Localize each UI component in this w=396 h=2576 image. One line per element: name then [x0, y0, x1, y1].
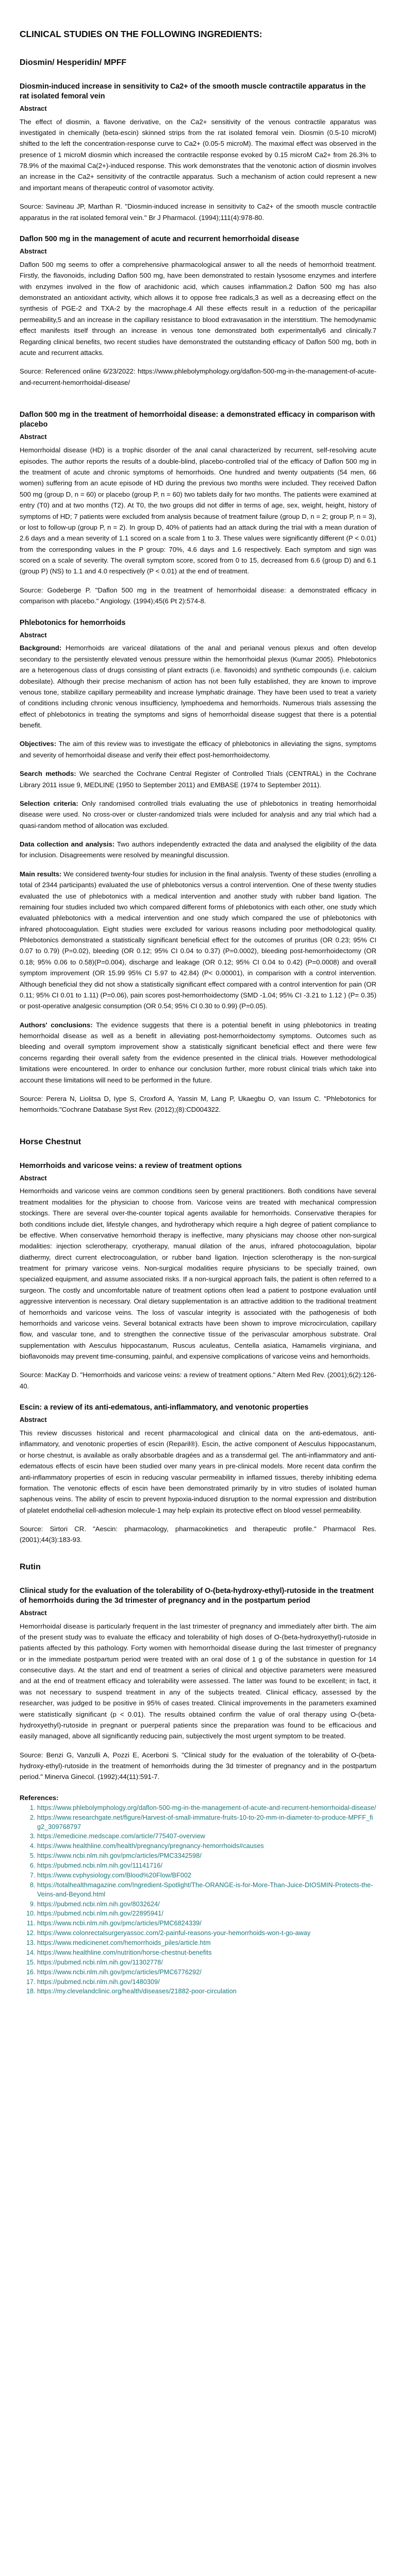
- study-title: Daflon 500 mg in the management of acute…: [20, 234, 300, 243]
- reference-item[interactable]: https://www.medicinenet.com/hemorrhoids_…: [37, 1939, 376, 1948]
- reference-link[interactable]: https://www.phlebolymphology.org/daflon-…: [37, 1804, 376, 1811]
- ingredient-heading-diosmin: Diosmin/ Hesperidin/ MPFF: [20, 58, 127, 67]
- abstract-search-methods: Search methods: We searched the Cochrane…: [20, 768, 376, 790]
- study-abstract: Hemorrhoids and varicose veins are commo…: [20, 1187, 376, 1361]
- references-label: References:: [20, 1793, 59, 1802]
- study-source: Source: Referenced online 6/23/2022: htt…: [20, 367, 376, 386]
- reference-item[interactable]: https://emedicine.medscape.com/article/7…: [37, 1832, 376, 1841]
- rutin-study-block: Clinical study for the evaluation of the…: [20, 1586, 376, 1783]
- reference-item[interactable]: https://www.researchgate.net/figure/Harv…: [37, 1814, 376, 1832]
- study-source: Source: Savineau JP, Marthan R. "Diosmin…: [20, 202, 376, 222]
- reference-item[interactable]: https://pubmed.ncbi.nlm.nih.gov/11141716…: [37, 1861, 376, 1871]
- reference-link[interactable]: https://www.colonrectalsurgeryassoc.com/…: [37, 1929, 311, 1937]
- abstract-main-results: Main results: We considered twenty-four …: [20, 869, 376, 1012]
- abstract-data-collection: Data collection and analysis: Two author…: [20, 839, 376, 861]
- study-abstract: The effect of diosmin, a flavone derivat…: [20, 117, 376, 192]
- ingredient-heading-rutin: Rutin: [20, 1562, 41, 1571]
- reference-link[interactable]: https://pubmed.ncbi.nlm.nih.gov/22895941…: [37, 1910, 163, 1918]
- abstract-label: Abstract: [20, 631, 47, 639]
- study-source: Source: Godeberge P. "Daflon 500 mg in t…: [20, 586, 376, 605]
- study-abstract: Hemorrhoidal disease is particularly fre…: [20, 1622, 376, 1740]
- reference-link[interactable]: https://emedicine.medscape.com/article/7…: [37, 1833, 205, 1840]
- reference-link[interactable]: https://pubmed.ncbi.nlm.nih.gov/1480309/: [37, 1978, 160, 1986]
- abstract-section-text: The aim of this review was to investigat…: [20, 740, 376, 759]
- abstract-section-text: The evidence suggests that there is a po…: [20, 1021, 376, 1084]
- abstract-section-lead: Search methods:: [20, 770, 76, 778]
- reference-item[interactable]: https://pubmed.ncbi.nlm.nih.gov/1480309/: [37, 1978, 376, 1987]
- reference-link[interactable]: https://www.researchgate.net/figure/Harv…: [37, 1814, 373, 1831]
- abstract-section-text: We searched the Cochrane Central Registe…: [20, 770, 377, 789]
- reference-link[interactable]: https://www.healthline.com/nutrition/hor…: [37, 1948, 212, 1956]
- study-title: Phlebotonics for hemorrhoids: [20, 618, 126, 627]
- reference-item[interactable]: https://www.cvphysiology.com/Blood%20Flo…: [37, 1871, 376, 1880]
- study-abstract: Daflon 500 mg seems to offer a comprehen…: [20, 260, 376, 357]
- reference-link[interactable]: https://totalhealthmagazine.com/Ingredie…: [37, 1881, 373, 1898]
- reference-item[interactable]: https://totalhealthmagazine.com/Ingredie…: [37, 1881, 376, 1900]
- abstract-section-lead: Main results:: [20, 870, 62, 878]
- section-spacer: [20, 1127, 376, 1137]
- abstract-label: Abstract: [20, 1608, 47, 1617]
- reference-link[interactable]: https://www.cvphysiology.com/Blood%20Flo…: [37, 1871, 192, 1879]
- abstract-section-text: Only randomised controlled trials evalua…: [20, 799, 377, 829]
- document-page: CLINICAL STUDIES ON THE FOLLOWING INGRED…: [0, 0, 396, 2018]
- reference-item[interactable]: https://www.ncbi.nlm.nih.gov/pmc/article…: [37, 1968, 376, 1977]
- abstract-section-lead: Data collection and analysis:: [20, 840, 115, 849]
- reference-link[interactable]: https://pubmed.ncbi.nlm.nih.gov/8032624/: [37, 1900, 160, 1908]
- reference-link[interactable]: https://www.healthline.com/health/pregna…: [37, 1842, 264, 1850]
- ingredient-heading-horse-chestnut: Horse Chestnut: [20, 1137, 81, 1146]
- reference-item[interactable]: https://pubmed.ncbi.nlm.nih.gov/11302778…: [37, 1958, 376, 1968]
- study-source: Source: Perera N, Liolitsa D, Iype S, Cr…: [20, 1094, 376, 1114]
- reference-item[interactable]: https://www.healthline.com/health/pregna…: [37, 1842, 376, 1851]
- study-title: Clinical study for the evaluation of the…: [20, 1586, 374, 1605]
- reference-item[interactable]: https://www.ncbi.nlm.nih.gov/pmc/article…: [37, 1852, 376, 1861]
- abstract-objectives: Objectives: The aim of this review was t…: [20, 738, 376, 760]
- reference-link[interactable]: https://pubmed.ncbi.nlm.nih.gov/11141716…: [37, 1862, 163, 1870]
- abstract-section-lead: Authors' conclusions:: [20, 1021, 93, 1029]
- abstract-selection-criteria: Selection criteria: Only randomised cont…: [20, 798, 376, 831]
- abstract-section-text: Two authors independently extracted the …: [20, 840, 376, 859]
- reference-item[interactable]: https://www.colonrectalsurgeryassoc.com/…: [37, 1929, 376, 1938]
- abstract-label: Abstract: [20, 433, 47, 441]
- study-abstract: This review discusses historical and rec…: [20, 1429, 376, 1514]
- reference-item[interactable]: https://www.healthline.com/nutrition/hor…: [37, 1948, 376, 1958]
- study-title: Daflon 500 mg in the treatment of hemorr…: [20, 411, 375, 429]
- abstract-section-text: We considered twenty-four studies for in…: [20, 870, 377, 1010]
- reference-link[interactable]: https://www.ncbi.nlm.nih.gov/pmc/article…: [37, 1968, 202, 1976]
- study-title: Diosmin-induced increase in sensitivity …: [20, 82, 366, 100]
- study-source: Source: Benzi G, Vanzulli A, Pozzi E, Ac…: [20, 1751, 376, 1781]
- reference-link[interactable]: https://my.clevelandclinic.org/health/di…: [37, 1988, 237, 1995]
- abstract-section-lead: Selection criteria:: [20, 799, 78, 807]
- abstract-background: Background: Hemorrhoids are variceal dil…: [20, 642, 376, 731]
- reference-link[interactable]: https://www.ncbi.nlm.nih.gov/pmc/article…: [37, 1920, 202, 1927]
- reference-item[interactable]: https://pubmed.ncbi.nlm.nih.gov/8032624/: [37, 1900, 376, 1909]
- reference-item[interactable]: https://www.ncbi.nlm.nih.gov/pmc/article…: [37, 1919, 376, 1928]
- references-list: https://www.phlebolymphology.org/daflon-…: [20, 1804, 376, 1997]
- study-title: Hemorrhoids and varicose veins: a review…: [20, 1161, 242, 1170]
- reference-item[interactable]: https://www.phlebolymphology.org/daflon-…: [37, 1804, 376, 1813]
- reference-link[interactable]: https://www.medicinenet.com/hemorrhoids_…: [37, 1939, 211, 1947]
- reference-link[interactable]: https://www.ncbi.nlm.nih.gov/pmc/article…: [37, 1852, 202, 1860]
- abstract-section-text: Hemorrhoids are variceal dilatations of …: [20, 644, 376, 730]
- abstract-authors-conclusions: Authors' conclusions: The evidence sugge…: [20, 1020, 376, 1086]
- page-title: CLINICAL STUDIES ON THE FOLLOWING INGRED…: [20, 29, 262, 39]
- abstract-label: Abstract: [20, 1174, 47, 1182]
- abstract-label: Abstract: [20, 104, 47, 112]
- study-title: Escin: a review of its anti-edematous, a…: [20, 1403, 309, 1412]
- reference-item[interactable]: https://pubmed.ncbi.nlm.nih.gov/22895941…: [37, 1909, 376, 1919]
- study-source: Source: MacKay D. "Hemorrhoids and varic…: [20, 1371, 376, 1390]
- reference-item[interactable]: https://my.clevelandclinic.org/health/di…: [37, 1987, 376, 1996]
- abstract-section-lead: Objectives:: [20, 740, 57, 748]
- section-spacer: [20, 1557, 376, 1562]
- abstract-label: Abstract: [20, 1416, 47, 1424]
- study-abstract: Hemorrhoidal disease (HD) is a trophic d…: [20, 446, 376, 575]
- reference-link[interactable]: https://pubmed.ncbi.nlm.nih.gov/11302778…: [37, 1958, 163, 1966]
- study-source: Source: Sirtori CR. "Aescin: pharmacolog…: [20, 1525, 376, 1544]
- abstract-label: Abstract: [20, 247, 47, 255]
- abstract-section-lead: Background:: [20, 644, 62, 652]
